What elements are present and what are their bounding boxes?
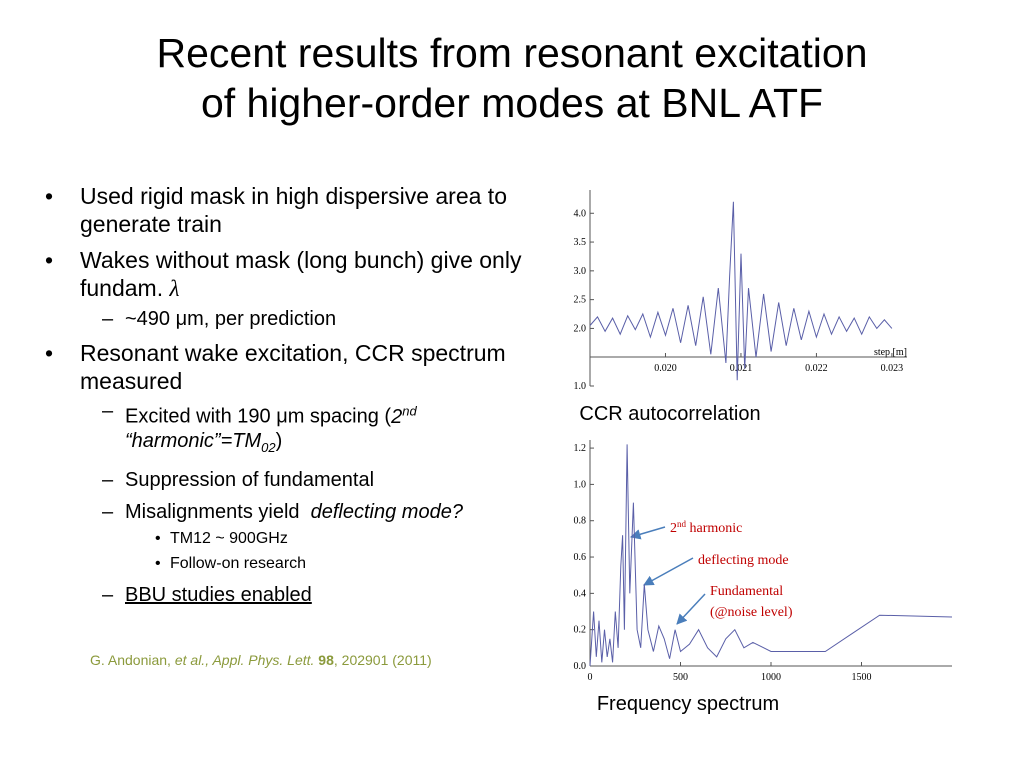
superscript: nd: [402, 403, 417, 418]
y-tick-label: 0.8: [574, 516, 587, 527]
y-tick-label: 3.5: [574, 237, 587, 248]
bullet-text: Follow-on research: [170, 554, 307, 572]
y-tick-label: 0.0: [574, 661, 587, 672]
bullet-text: 2: [391, 405, 403, 428]
chart: 1.0 2.0 2.5 3.0 3.5 4.0 0.020 0.021 0.022 0.023 st…: [574, 190, 907, 425]
y-tick-label: 1.2: [574, 443, 587, 454]
annotation-text: Fundamental: [710, 584, 783, 599]
annotation-text: deflecting mode: [698, 553, 789, 568]
data-line: [589, 201, 893, 381]
caption: Frequency spectrum: [597, 693, 779, 715]
subscript: 02: [261, 439, 276, 455]
bullet-text: Misalignments yield: [125, 500, 311, 523]
superscript: nd: [677, 519, 687, 529]
annotation-text: harmonic: [686, 521, 742, 536]
bullet: Used rigid mask in high dispersive area …: [45, 182, 525, 238]
x-tick-label: 1000: [761, 672, 781, 683]
slide-title: Recent results from resonant excitation …: [0, 28, 1024, 128]
title-line: Recent results from resonant excitation: [156, 30, 868, 76]
citation-text: , 202901 (2011): [333, 652, 432, 668]
y-tick-label: 0.4: [574, 588, 587, 599]
bullet-text: Resonant wake excitation, CCR spectrum m…: [80, 340, 506, 394]
arrow: [643, 557, 694, 586]
y-tick-label: 0.6: [574, 552, 587, 563]
x-tick-label: 0: [588, 672, 593, 683]
x-tick-label: 0.023: [881, 363, 904, 374]
x-tick-label: 0.022: [805, 363, 828, 374]
x-axis-label: step [m]: [874, 347, 907, 358]
caption: CCR autocorrelation: [579, 403, 760, 425]
bullet-text: ~490 μm, per prediction: [125, 308, 337, 330]
bullet: Follow-on research: [125, 553, 525, 575]
bullet-text: Suppression of fundamental: [125, 468, 375, 491]
bullet-text: deflecting mode?: [310, 500, 463, 523]
x-tick-label: 0.020: [654, 363, 677, 374]
bullet: ~490 μm, per prediction: [80, 307, 525, 331]
x-tick-label: 1500: [852, 672, 872, 683]
bullet-text: “harmonic”=TM: [125, 429, 262, 452]
data-line: [589, 444, 953, 667]
arrow: [676, 593, 706, 625]
bullet-text: TM12 ~ 900GHz: [170, 529, 288, 547]
y-tick-label: 4.0: [574, 208, 587, 219]
annotation-text: (@noise level): [710, 605, 793, 620]
citation-text: et al., Appl. Phys. Lett.: [174, 652, 319, 668]
annotation: deflecting mode: [698, 553, 789, 568]
y-tick-label: 2.5: [574, 295, 587, 306]
bullet-text: BBU studies enabled: [125, 583, 312, 606]
citation-text: 98: [318, 652, 334, 668]
bullet: BBU studies enabled: [80, 583, 525, 607]
y-tick-label: 1.0: [574, 479, 587, 490]
bullet-text: Used rigid mask in high dispersive area …: [80, 183, 507, 237]
bullet: TM12 ~ 900GHz: [125, 528, 525, 550]
symbol: λ: [169, 276, 180, 301]
bullet: Resonant wake excitation, CCR spectrum m…: [45, 339, 525, 607]
arrow: [629, 526, 666, 540]
annotation: 2nd harmonic: [670, 519, 742, 536]
bullet-list: Used rigid mask in high dispersive area …: [45, 182, 525, 615]
chart: 0.0 0.2 0.4 0.6 0.8 1.0 1.2 0 500 1000 1500 Frequen…: [574, 440, 953, 715]
y-tick-label: 1.0: [574, 381, 587, 392]
x-tick-label: 500: [673, 672, 688, 683]
bullet-text: Excited with 190 μm spacing (: [125, 405, 392, 428]
y-tick-label: 3.0: [574, 266, 587, 277]
x-tick-label: 0.021: [730, 363, 753, 374]
annotation-text: 2: [670, 521, 677, 536]
bullet-text: ): [275, 429, 283, 452]
bullet: Excited with 190 μm spacing (2nd “harmon…: [80, 399, 525, 460]
bullet: Suppression of fundamental: [80, 468, 525, 492]
bullet-text: Wakes without mask (long bunch) give onl…: [80, 247, 522, 301]
y-tick-label: 0.2: [574, 625, 587, 636]
title-line: of higher-order modes at BNL ATF: [200, 80, 824, 126]
bullet: Wakes without mask (long bunch) give onl…: [45, 246, 525, 331]
citation-text: G. Andonian,: [90, 652, 175, 668]
annotation: Fundamental: [710, 584, 783, 599]
citation: G. Andonian, et al., Appl. Phys. Lett. 9…: [90, 652, 432, 668]
annotation: (@noise level): [710, 605, 793, 620]
y-tick-label: 2.0: [574, 323, 587, 334]
bullet: Misalignments yield deflecting mode? TM1…: [80, 500, 525, 575]
